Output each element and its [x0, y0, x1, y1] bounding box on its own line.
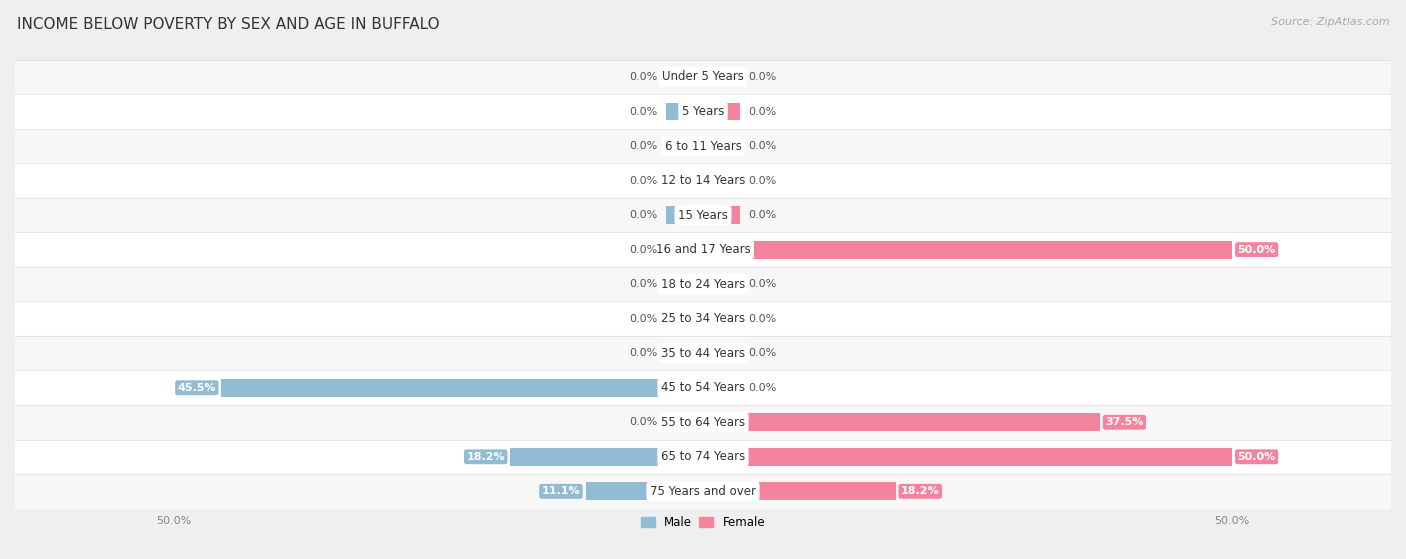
Bar [221, 379, 703, 397]
Bar [666, 68, 703, 86]
Bar [15, 371, 1391, 405]
Text: 0.0%: 0.0% [630, 107, 658, 116]
Bar [703, 102, 740, 121]
Bar [703, 275, 740, 293]
Text: 0.0%: 0.0% [748, 141, 776, 151]
Text: 0.0%: 0.0% [748, 314, 776, 324]
Bar [666, 137, 703, 155]
Text: 0.0%: 0.0% [748, 279, 776, 289]
Text: 0.0%: 0.0% [748, 72, 776, 82]
Bar [15, 198, 1391, 233]
Text: Source: ZipAtlas.com: Source: ZipAtlas.com [1271, 17, 1389, 27]
Text: 0.0%: 0.0% [630, 417, 658, 427]
Bar [510, 448, 703, 466]
Bar [666, 275, 703, 293]
Text: 16 and 17 Years: 16 and 17 Years [655, 243, 751, 256]
Text: 50.0%: 50.0% [1237, 452, 1275, 462]
Bar [666, 172, 703, 190]
Text: 37.5%: 37.5% [1105, 417, 1143, 427]
Bar [666, 310, 703, 328]
Bar [703, 137, 740, 155]
Bar [666, 102, 703, 121]
Text: Under 5 Years: Under 5 Years [662, 70, 744, 83]
Text: 0.0%: 0.0% [630, 72, 658, 82]
Text: 18.2%: 18.2% [901, 486, 939, 496]
Bar [703, 482, 896, 500]
Text: 0.0%: 0.0% [630, 245, 658, 255]
Bar [703, 241, 1232, 259]
Bar [15, 60, 1391, 94]
Text: 0.0%: 0.0% [630, 314, 658, 324]
Text: 0.0%: 0.0% [630, 210, 658, 220]
Bar [15, 439, 1391, 474]
Text: 0.0%: 0.0% [630, 348, 658, 358]
Bar [15, 301, 1391, 336]
Text: 0.0%: 0.0% [748, 383, 776, 393]
Bar [666, 413, 703, 431]
Text: 75 Years and over: 75 Years and over [650, 485, 756, 498]
Text: 11.1%: 11.1% [541, 486, 581, 496]
Bar [703, 68, 740, 86]
Bar [585, 482, 703, 500]
Bar [703, 344, 740, 362]
Text: 50.0%: 50.0% [1237, 245, 1275, 255]
Bar [703, 448, 1232, 466]
Text: 0.0%: 0.0% [630, 279, 658, 289]
Text: 25 to 34 Years: 25 to 34 Years [661, 312, 745, 325]
Bar [703, 310, 740, 328]
Text: 35 to 44 Years: 35 to 44 Years [661, 347, 745, 359]
Text: 55 to 64 Years: 55 to 64 Years [661, 416, 745, 429]
Bar [703, 206, 740, 224]
Bar [666, 344, 703, 362]
Bar [15, 474, 1391, 509]
Bar [15, 129, 1391, 163]
Text: 0.0%: 0.0% [630, 141, 658, 151]
Text: 18.2%: 18.2% [467, 452, 505, 462]
Text: 0.0%: 0.0% [748, 107, 776, 116]
Bar [703, 413, 1099, 431]
Bar [15, 267, 1391, 301]
Bar [703, 172, 740, 190]
Legend: Male, Female: Male, Female [636, 511, 770, 534]
Bar [703, 379, 740, 397]
Bar [15, 233, 1391, 267]
Bar [15, 405, 1391, 439]
Bar [15, 94, 1391, 129]
Text: 45 to 54 Years: 45 to 54 Years [661, 381, 745, 394]
Bar [666, 206, 703, 224]
Text: INCOME BELOW POVERTY BY SEX AND AGE IN BUFFALO: INCOME BELOW POVERTY BY SEX AND AGE IN B… [17, 17, 440, 32]
Bar [666, 241, 703, 259]
Text: 65 to 74 Years: 65 to 74 Years [661, 451, 745, 463]
Text: 12 to 14 Years: 12 to 14 Years [661, 174, 745, 187]
Text: 0.0%: 0.0% [748, 176, 776, 186]
Text: 0.0%: 0.0% [630, 176, 658, 186]
Text: 6 to 11 Years: 6 to 11 Years [665, 140, 741, 153]
Text: 15 Years: 15 Years [678, 209, 728, 221]
Text: 0.0%: 0.0% [748, 210, 776, 220]
Bar [15, 336, 1391, 371]
Text: 45.5%: 45.5% [177, 383, 217, 393]
Text: 0.0%: 0.0% [748, 348, 776, 358]
Text: 18 to 24 Years: 18 to 24 Years [661, 278, 745, 291]
Bar [15, 163, 1391, 198]
Text: 5 Years: 5 Years [682, 105, 724, 118]
